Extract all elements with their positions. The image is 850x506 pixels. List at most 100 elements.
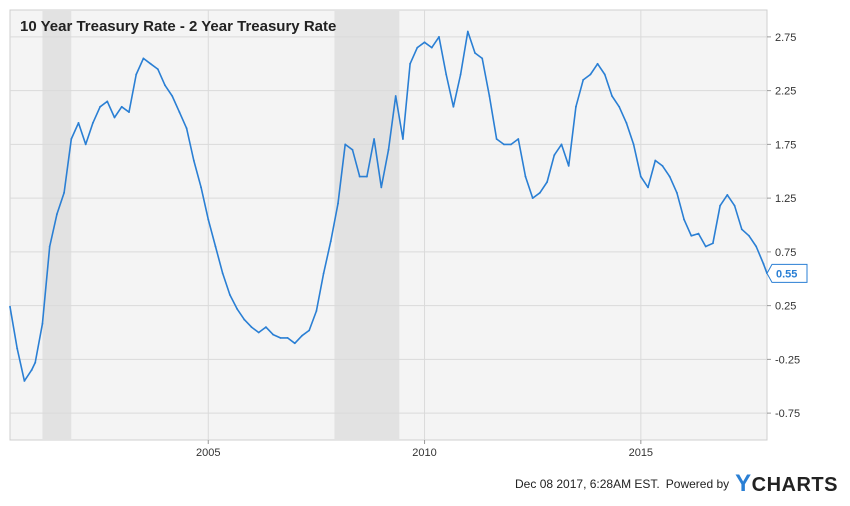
data-point — [531, 197, 534, 200]
data-point — [690, 234, 693, 237]
data-point — [416, 46, 419, 49]
data-point — [726, 194, 729, 196]
last-value-label: 0.55 — [776, 268, 797, 280]
data-point — [128, 111, 130, 114]
data-point — [373, 138, 375, 140]
footer-timestamp: Dec 08 2017, 6:28AM EST. — [515, 477, 660, 491]
chart-title: 10 Year Treasury Rate - 2 Year Treasury … — [20, 18, 336, 35]
data-point — [106, 100, 109, 103]
data-point — [452, 105, 455, 108]
data-point — [423, 41, 426, 44]
data-point — [582, 78, 585, 81]
data-point — [632, 143, 635, 146]
y-tick-label: -0.25 — [775, 354, 800, 366]
data-point — [740, 228, 743, 231]
data-point — [380, 186, 383, 189]
data-point — [41, 323, 44, 325]
data-point — [351, 148, 354, 151]
data-point — [315, 310, 318, 312]
data-point — [120, 105, 123, 108]
data-point — [221, 272, 224, 275]
data-point — [30, 369, 33, 372]
data-point — [445, 73, 448, 76]
data-point — [344, 143, 347, 146]
data-point — [402, 138, 404, 140]
data-point — [539, 191, 541, 194]
data-point — [272, 333, 275, 336]
ycharts-logo-text: CHARTS — [751, 474, 838, 496]
data-point — [567, 164, 570, 167]
data-point — [697, 232, 700, 235]
data-point — [286, 336, 289, 339]
data-point — [337, 202, 339, 205]
data-point — [560, 143, 563, 146]
data-point — [466, 30, 469, 33]
data-point — [164, 84, 166, 87]
last-value-flag — [766, 263, 808, 283]
y-tick-label: 1.25 — [775, 193, 796, 205]
data-point — [142, 57, 145, 60]
data-point — [301, 334, 303, 337]
data-point — [70, 138, 73, 140]
data-point — [84, 143, 87, 146]
y-tick-label: 0.75 — [775, 247, 796, 259]
y-tick-label: 1.75 — [775, 139, 796, 151]
x-tick-label: 2010 — [412, 447, 436, 459]
data-point — [481, 57, 484, 60]
data-point — [171, 95, 174, 97]
data-point — [207, 218, 210, 221]
data-point — [517, 138, 520, 140]
data-point — [596, 62, 599, 65]
data-point — [675, 191, 678, 194]
data-point — [647, 186, 649, 189]
y-tick-label: 0.25 — [775, 301, 796, 313]
data-point — [488, 95, 491, 97]
data-point — [611, 95, 613, 97]
x-tick-label: 2015 — [629, 447, 653, 459]
data-point — [524, 175, 527, 178]
data-point — [236, 307, 239, 310]
data-point — [748, 234, 750, 237]
data-point — [135, 73, 138, 76]
data-point — [639, 175, 642, 178]
data-point — [661, 164, 664, 167]
y-tick-label: 2.25 — [775, 86, 796, 98]
data-point — [668, 175, 671, 178]
data-point — [459, 73, 462, 76]
data-point — [243, 318, 246, 321]
data-point — [77, 121, 80, 124]
data-point — [546, 181, 549, 183]
data-point — [387, 148, 390, 151]
data-point — [214, 245, 217, 248]
data-point — [265, 326, 267, 329]
data-point — [683, 218, 685, 221]
data-point — [257, 331, 260, 334]
footer-powered-by: Powered by — [665, 477, 730, 491]
data-point — [308, 329, 311, 332]
data-point — [200, 186, 202, 189]
footer: Dec 08 2017, 6:28AM EST. Powered by YCHA… — [515, 470, 838, 498]
x-tick-label: 2005 — [196, 447, 220, 459]
data-point — [279, 336, 282, 339]
data-point — [16, 347, 19, 350]
data-point — [712, 242, 714, 245]
data-point — [228, 293, 231, 296]
recession-band-2 — [334, 10, 400, 440]
ycharts-logo[interactable]: YCHARTS — [735, 470, 838, 498]
y-tick-label: -0.75 — [775, 408, 800, 420]
data-point — [510, 143, 512, 146]
recession-band-1 — [42, 10, 72, 440]
data-point — [185, 127, 188, 130]
data-point — [762, 262, 765, 265]
data-point — [178, 111, 181, 114]
data-point — [48, 245, 51, 248]
data-point — [589, 73, 592, 76]
data-point — [603, 73, 606, 76]
data-point — [474, 52, 476, 54]
data-point — [322, 272, 325, 275]
data-point — [430, 46, 433, 49]
data-point — [618, 105, 621, 108]
data-point — [34, 361, 37, 364]
data-point — [438, 35, 440, 38]
